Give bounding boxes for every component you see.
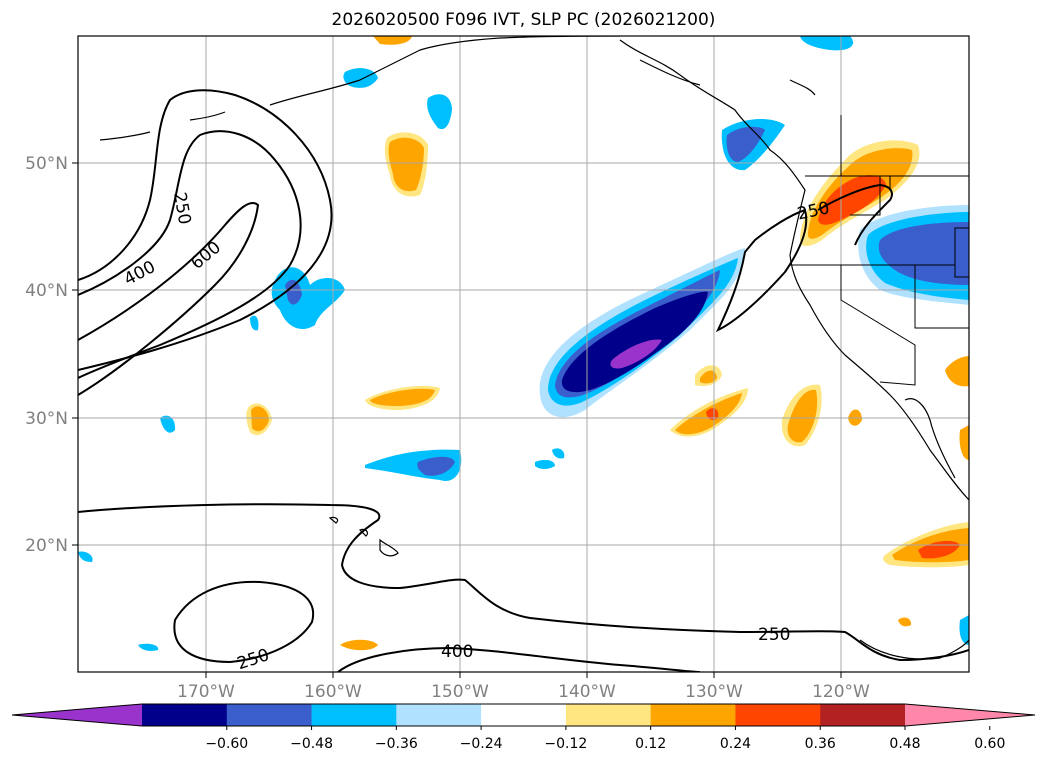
lat-label: 50°N — [25, 154, 68, 174]
map-plot-area — [78, 36, 969, 672]
contour-label: 400 — [441, 642, 473, 662]
colorbar-tick-label: −0.24 — [460, 736, 503, 752]
lon-label: 130°W — [685, 682, 743, 702]
lon-label: 160°W — [304, 682, 362, 702]
lat-label: 40°N — [25, 281, 68, 301]
lat-label: 30°N — [25, 409, 68, 429]
lat-label: 20°N — [25, 536, 68, 556]
colorbar-segment — [481, 704, 567, 726]
colorbar-segment — [650, 704, 736, 726]
map-title: 2026020500 F096 IVT, SLP PC (2026021200) — [331, 10, 716, 30]
axis-ticks — [72, 162, 842, 678]
negative-anomaly-interior — [858, 205, 969, 305]
colorbar-tick-label: 0.12 — [635, 736, 666, 752]
lon-label: 150°W — [431, 682, 489, 702]
colorbar-tick-label: 0.60 — [974, 736, 1005, 752]
colorbar-tick-label: −0.12 — [544, 736, 587, 752]
contour-label: 250 — [758, 625, 790, 645]
lon-label: 120°W — [812, 682, 870, 702]
colorbar-extend-low — [12, 704, 142, 726]
colorbar-tick-label: −0.48 — [290, 736, 333, 752]
lon-label: 140°W — [558, 682, 616, 702]
colorbar-segment — [396, 704, 482, 726]
colorbar-segment — [735, 704, 821, 726]
borders — [790, 115, 969, 386]
colorbar-tick-label: −0.36 — [375, 736, 418, 752]
contour-lines — [78, 89, 969, 672]
colorbar-segment — [311, 704, 397, 726]
colorbar-tick-label: −0.60 — [205, 736, 248, 752]
axis-labels: 170°W 160°W 150°W 140°W 130°W 120°W 50°N… — [25, 154, 870, 702]
colorbar-segment — [142, 704, 228, 726]
colorbar-tick-label: 0.36 — [805, 736, 836, 752]
colorbar-segment — [226, 704, 313, 726]
map-frame — [77, 35, 970, 673]
graticule — [78, 36, 969, 672]
colorbar: −0.60 −0.48 −0.36 −0.24 −0.12 0.12 0.24 0.36 0.4… — [11, 703, 1036, 752]
colorbar-tick-label: 0.48 — [889, 736, 920, 752]
colorbar-segment — [820, 704, 906, 726]
colorbar-extend-high — [905, 704, 1035, 726]
colorbar-tick-label: 0.24 — [720, 736, 751, 752]
colorbar-segment — [565, 704, 652, 726]
lon-label: 170°W — [177, 682, 235, 702]
